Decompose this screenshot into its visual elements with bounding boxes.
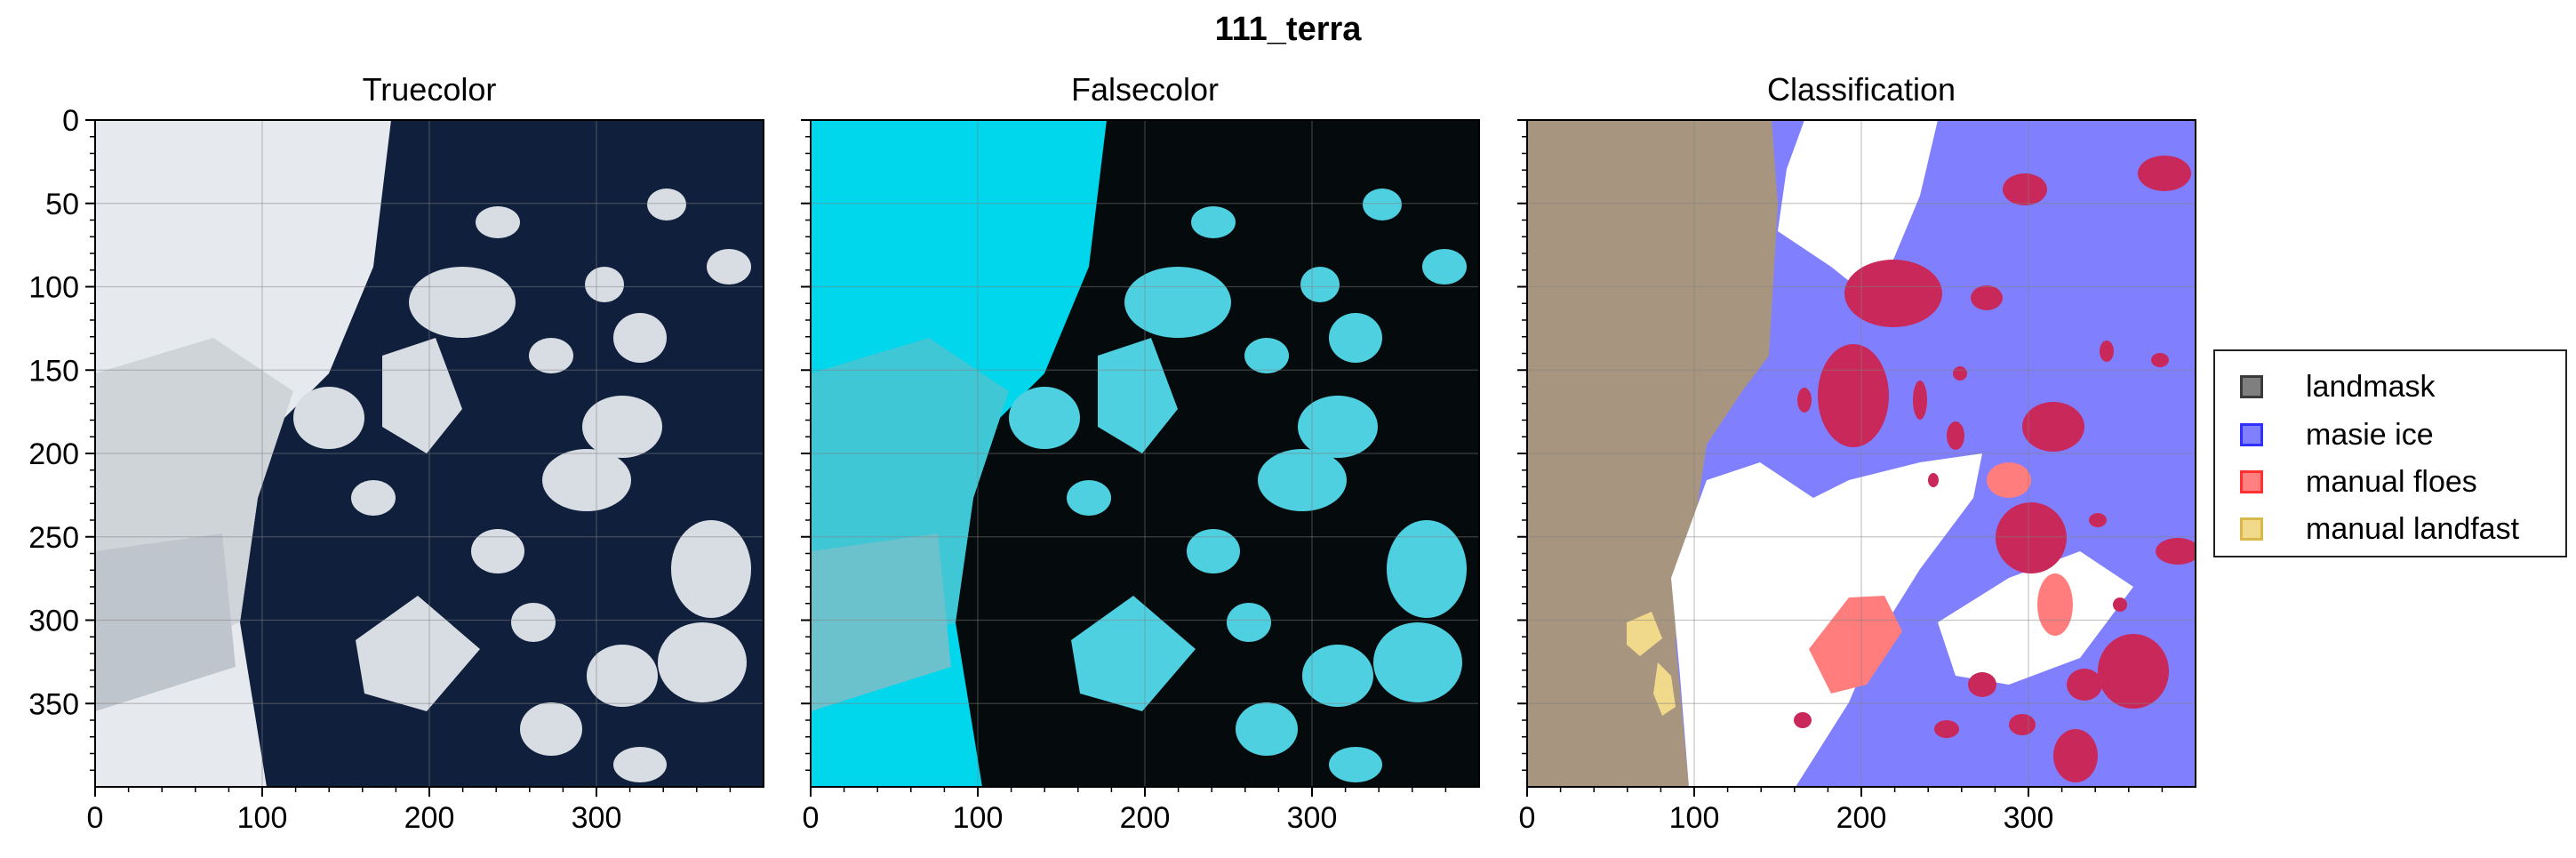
x-tick-label: 100 <box>237 801 288 835</box>
panel-title-truecolor: Truecolor <box>363 71 497 108</box>
legend-item-masie-ice: masie ice <box>2240 415 2434 454</box>
truecolor-panel <box>95 120 764 787</box>
panel-title-falsecolor: Falsecolor <box>1071 71 1219 108</box>
x-tick-label: 100 <box>1669 801 1720 835</box>
x-tick-label: 300 <box>1287 801 1338 835</box>
gridlines <box>95 120 2196 787</box>
falsecolor-panel <box>811 120 1479 787</box>
x-tick-label: 300 <box>572 801 622 835</box>
x-tick-label: 200 <box>1120 801 1171 835</box>
legend-swatch-masie-ice <box>2240 423 2263 446</box>
falsecolor-image <box>811 120 1479 787</box>
legend-swatch-manual-floes <box>2240 470 2263 493</box>
figure-title: 111_terra <box>1214 11 1362 48</box>
legend-item-landmask: landmask <box>2240 367 2436 406</box>
x-tick-label: 200 <box>404 801 455 835</box>
classification-panel <box>1527 120 2196 787</box>
y-tick-label: 150 <box>28 354 79 388</box>
x-tick-label: 0 <box>87 801 104 835</box>
y-tick-label: 300 <box>28 605 79 638</box>
legend-item-manual-floes: manual floes <box>2240 462 2477 501</box>
y-tick-label: 50 <box>45 188 79 221</box>
legend-label: manual floes <box>2306 464 2477 499</box>
legend-label: masie ice <box>2306 417 2434 452</box>
y-tick-label: 350 <box>28 687 79 721</box>
truecolor-image <box>95 120 764 787</box>
axes: 0 100 200 300 0 50 100 150 200 250 300 350 0 100 200 30… <box>28 104 2196 835</box>
legend-item-manual-landfast: manual landfast <box>2240 509 2519 549</box>
y-tick-label: 0 <box>62 104 79 138</box>
x-tick-label: 0 <box>1519 801 1536 835</box>
legend-swatch-landmask <box>2240 375 2263 398</box>
y-tick-label: 250 <box>28 521 79 555</box>
x-tick-label: 200 <box>1836 801 1887 835</box>
classification-image <box>1527 120 2196 787</box>
legend-label: manual landfast <box>2306 511 2520 546</box>
panel-title-classification: Classification <box>1767 71 1956 108</box>
legend: landmask masie ice manual floes manual l… <box>2213 349 2567 557</box>
y-tick-label: 200 <box>28 437 79 471</box>
x-tick-label: 0 <box>803 801 820 835</box>
legend-label: landmask <box>2306 369 2436 404</box>
x-tick-label: 100 <box>953 801 1004 835</box>
x-tick-label: 300 <box>2004 801 2054 835</box>
y-tick-label: 100 <box>28 271 79 305</box>
legend-swatch-manual-landfast <box>2240 517 2263 541</box>
